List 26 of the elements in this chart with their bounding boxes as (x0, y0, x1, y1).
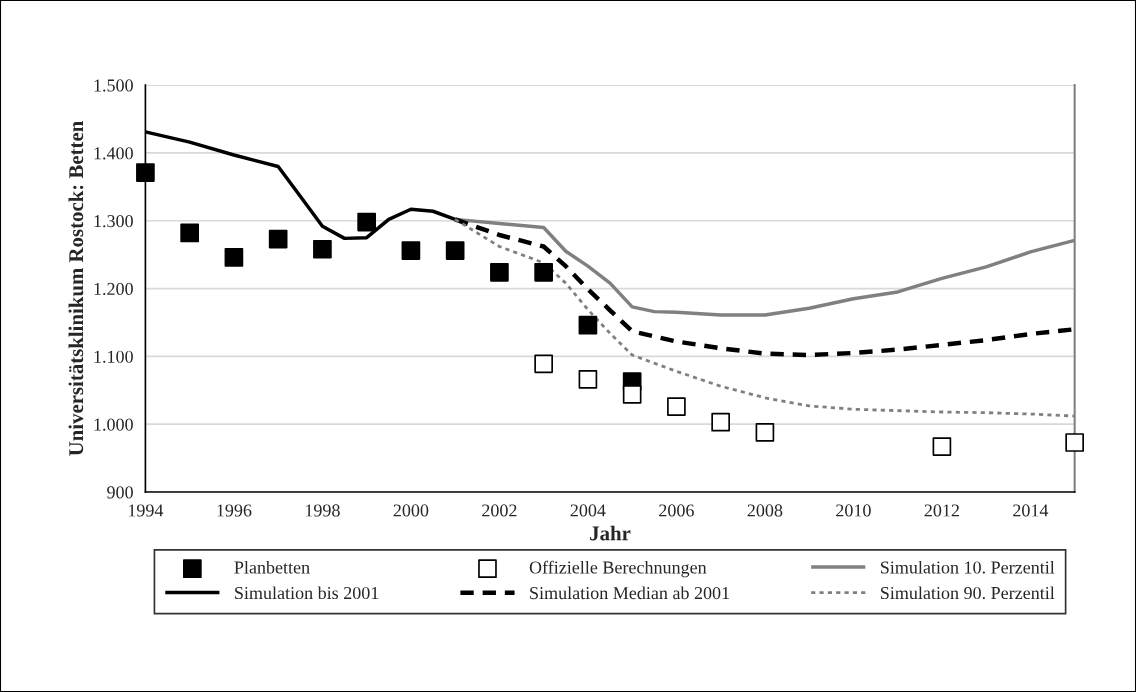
x-tick-label: 2004 (570, 504, 606, 517)
x-tick-label: 2008 (747, 504, 783, 517)
y-tick-label: 1.200 (94, 282, 133, 296)
x-tick-label: 2006 (659, 504, 694, 517)
y-tick-label: 900 (107, 486, 133, 499)
y-tick-label: 1.400 (94, 147, 133, 160)
x-tick-label: 2000 (393, 504, 429, 517)
legend-label: Simulation bis 2001 (235, 586, 379, 600)
x-tick-label: 2010 (836, 504, 871, 517)
y-tick-label: 1.000 (94, 418, 133, 431)
x-tick-label: 1994 (128, 504, 164, 517)
y-tick-label: 1.100 (94, 350, 133, 363)
legend-label: Simulation 90. Perzentil (880, 586, 1055, 600)
x-tick-label: 2012 (924, 504, 959, 517)
y-tick-label: 1.500 (94, 79, 133, 92)
legend-label: Planbetten (234, 560, 310, 574)
legend-label: Simulation 10. Perzentil (880, 560, 1055, 574)
legend-label: Offizielle Berechnungen (529, 560, 707, 578)
x-tick-label: 1998 (305, 504, 340, 517)
y-tick-label: 1.300 (94, 215, 133, 228)
x-tick-label: 2002 (482, 504, 517, 517)
y-axis-title: Universitätsklinikum Rostock: Betten (68, 121, 84, 456)
x-axis-title: Jahr (590, 525, 631, 541)
legend-label: Simulation Median ab 2001 (530, 586, 730, 600)
x-tick-label: 1996 (217, 504, 252, 517)
x-tick-label: 2014 (1013, 504, 1049, 517)
